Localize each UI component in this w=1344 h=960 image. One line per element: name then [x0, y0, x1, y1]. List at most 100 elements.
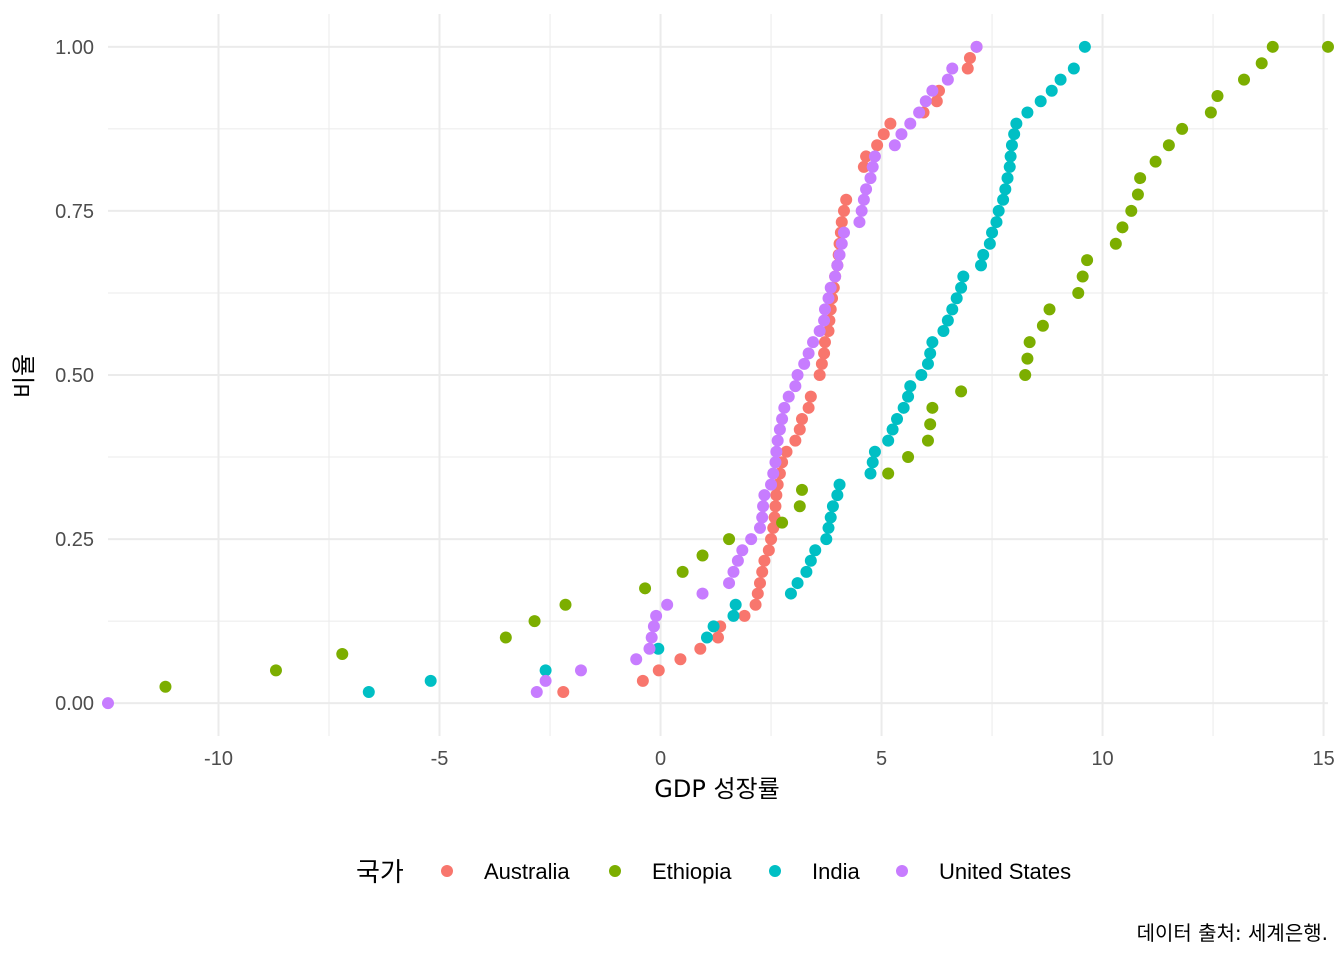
data-point-ethiopia	[793, 500, 806, 513]
data-point-united-states	[661, 598, 674, 611]
data-point-ethiopia	[676, 565, 689, 578]
data-point-australia	[767, 521, 780, 534]
y-tick-label: 1.00	[55, 37, 94, 59]
chart-caption: 데이터 출처: 세계은행.	[1137, 921, 1328, 945]
y-tick-label: 0.25	[55, 529, 94, 551]
data-point-ethiopia	[1072, 286, 1085, 299]
data-point-united-states	[829, 270, 842, 283]
data-point-united-states	[776, 412, 789, 425]
data-point-united-states	[833, 248, 846, 261]
data-point-ethiopia	[1021, 352, 1034, 365]
data-point-india	[975, 259, 988, 272]
data-point-united-states	[782, 390, 795, 403]
data-point-ethiopia	[1036, 319, 1049, 332]
data-point-united-states	[723, 577, 736, 590]
data-point-ethiopia	[159, 680, 172, 693]
data-point-ethiopia	[1131, 188, 1144, 201]
data-point-ethiopia	[1043, 303, 1056, 316]
data-point-ethiopia	[1076, 270, 1089, 283]
data-point-united-states	[919, 95, 932, 108]
legend-title: 국가	[356, 858, 404, 888]
data-point-united-states	[813, 325, 826, 338]
data-point-ethiopia	[1019, 369, 1032, 381]
data-point-united-states	[855, 204, 868, 217]
data-point-india	[1054, 73, 1067, 86]
data-point-india	[886, 423, 899, 436]
data-point-united-states	[807, 336, 820, 349]
data-point-united-states	[773, 423, 786, 436]
data-point-united-states	[904, 117, 917, 130]
data-point-india	[826, 500, 839, 513]
data-point-india	[897, 401, 910, 414]
data-point-united-states	[530, 686, 543, 699]
data-point-india	[937, 325, 950, 338]
data-point-united-states	[868, 150, 881, 163]
data-point-india	[946, 303, 959, 316]
data-point-united-states	[789, 380, 802, 393]
data-point-united-states	[864, 172, 877, 185]
data-point-ethiopia	[1204, 106, 1217, 119]
data-point-ethiopia	[1125, 204, 1138, 217]
data-point-united-states	[888, 139, 901, 152]
data-point-united-states	[818, 314, 831, 327]
data-point-australia	[789, 434, 802, 447]
data-point-india	[833, 478, 846, 491]
data-point-united-states	[926, 84, 939, 97]
legend-label-india: India	[812, 859, 860, 884]
data-point-australia	[815, 357, 828, 370]
x-tick-label: 15	[1312, 748, 1334, 770]
legend-key-united-states	[896, 865, 908, 877]
data-point-ethiopia	[1255, 57, 1268, 70]
data-point-united-states	[831, 259, 844, 272]
data-point-india	[1067, 62, 1080, 75]
data-point-australia	[674, 653, 687, 666]
data-point-united-states	[745, 533, 758, 546]
data-point-india	[904, 380, 917, 393]
data-point-india	[804, 554, 817, 567]
data-point-india	[727, 609, 740, 622]
data-point-australia	[795, 412, 808, 425]
data-point-india	[902, 390, 915, 403]
data-point-united-states	[837, 226, 850, 239]
x-tick-label: 0	[655, 748, 666, 770]
data-point-india	[791, 577, 804, 590]
data-point-united-states	[650, 609, 663, 622]
data-point-united-states	[645, 631, 658, 644]
legend-label-australia: Australia	[484, 859, 570, 884]
data-point-australia	[770, 489, 783, 502]
legend-label-ethiopia: Ethiopia	[652, 859, 732, 884]
data-point-india	[992, 204, 1005, 217]
data-point-india	[868, 445, 881, 458]
data-point-australia	[557, 686, 570, 699]
y-tick-label: 0.50	[55, 365, 94, 387]
data-point-australia	[756, 565, 769, 578]
data-point-united-states	[818, 303, 831, 316]
data-point-ethiopia	[926, 401, 939, 414]
data-point-australia	[636, 674, 649, 687]
data-point-india	[784, 587, 797, 600]
data-point-united-states	[857, 193, 870, 206]
data-point-united-states	[778, 401, 791, 414]
x-tick-label: -5	[431, 748, 449, 770]
data-point-ethiopia	[1322, 40, 1334, 53]
data-point-australia	[712, 631, 724, 644]
data-point-australia	[818, 336, 831, 349]
data-point-australia	[769, 500, 782, 513]
data-point-india	[1003, 160, 1016, 173]
data-point-australia	[793, 423, 806, 436]
data-point-united-states	[860, 183, 873, 196]
data-point-ethiopia	[499, 631, 512, 644]
data-point-ethiopia	[1134, 172, 1147, 185]
data-point-united-states	[539, 674, 552, 687]
data-point-united-states	[770, 445, 783, 458]
data-point-united-states	[802, 347, 815, 360]
data-point-australia	[780, 445, 793, 458]
data-point-india	[809, 544, 822, 557]
data-point-australia	[753, 577, 766, 590]
data-point-india	[1045, 84, 1058, 97]
x-tick-label: 5	[876, 748, 887, 770]
data-point-australia	[751, 587, 764, 600]
data-point-australia	[840, 193, 853, 206]
data-point-india	[977, 248, 990, 261]
y-tick-label: 0.75	[55, 201, 94, 223]
